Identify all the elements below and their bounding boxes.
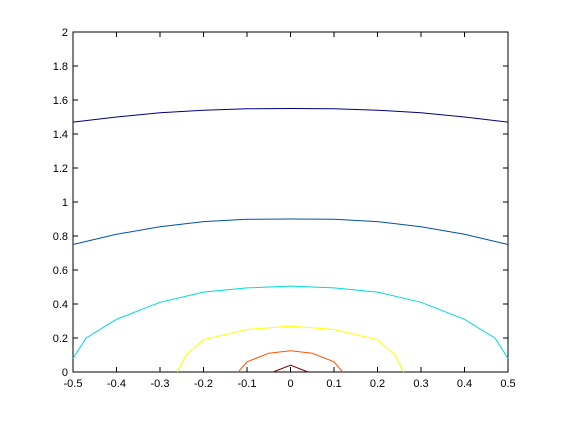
x-tick-label: 0.2 [370,378,385,390]
x-tick-label: 0.1 [326,378,341,390]
axes [72,31,509,373]
y-tick-label: 2 [62,27,68,39]
y-tick-label: 1.2 [53,163,68,175]
contour-line-1 [72,107,509,123]
contour-line-3 [72,285,509,359]
y-tick-label: 1.8 [53,61,68,73]
contour-line-5 [237,350,344,373]
y-tick-label: 1.6 [53,95,68,107]
x-tick-label: 0.5 [500,378,515,390]
ticks: -0.5 -0.4 -0.3 -0.2 -0.1 0 0.1 0.2 0.3 0.4 0.5 0 0.2… [53,27,516,390]
x-tick-label: -0.5 [64,378,83,390]
y-tick-label: 1.4 [53,129,68,141]
x-tick-label: -0.4 [107,378,126,390]
x-tick-label: -0.3 [151,378,170,390]
x-tick-label: -0.1 [238,378,257,390]
plot-area-box [72,31,509,373]
x-tick-label: -0.2 [194,378,213,390]
contour-line-2 [72,218,509,245]
contour-lines [72,107,509,373]
y-tick-label: 0.6 [53,265,68,277]
y-tick-label: 0 [62,367,68,379]
contour-line-4 [176,325,405,373]
x-tick-label: 0 [287,378,293,390]
y-tick-label: 0.8 [53,231,68,243]
y-tick-label: 0.2 [53,333,68,345]
contour-line-6 [272,364,309,373]
y-tick-label: 0.4 [53,299,68,311]
y-tick-label: 1 [62,197,68,209]
x-tick-label: 0.4 [457,378,472,390]
x-tick-label: 0.3 [413,378,428,390]
